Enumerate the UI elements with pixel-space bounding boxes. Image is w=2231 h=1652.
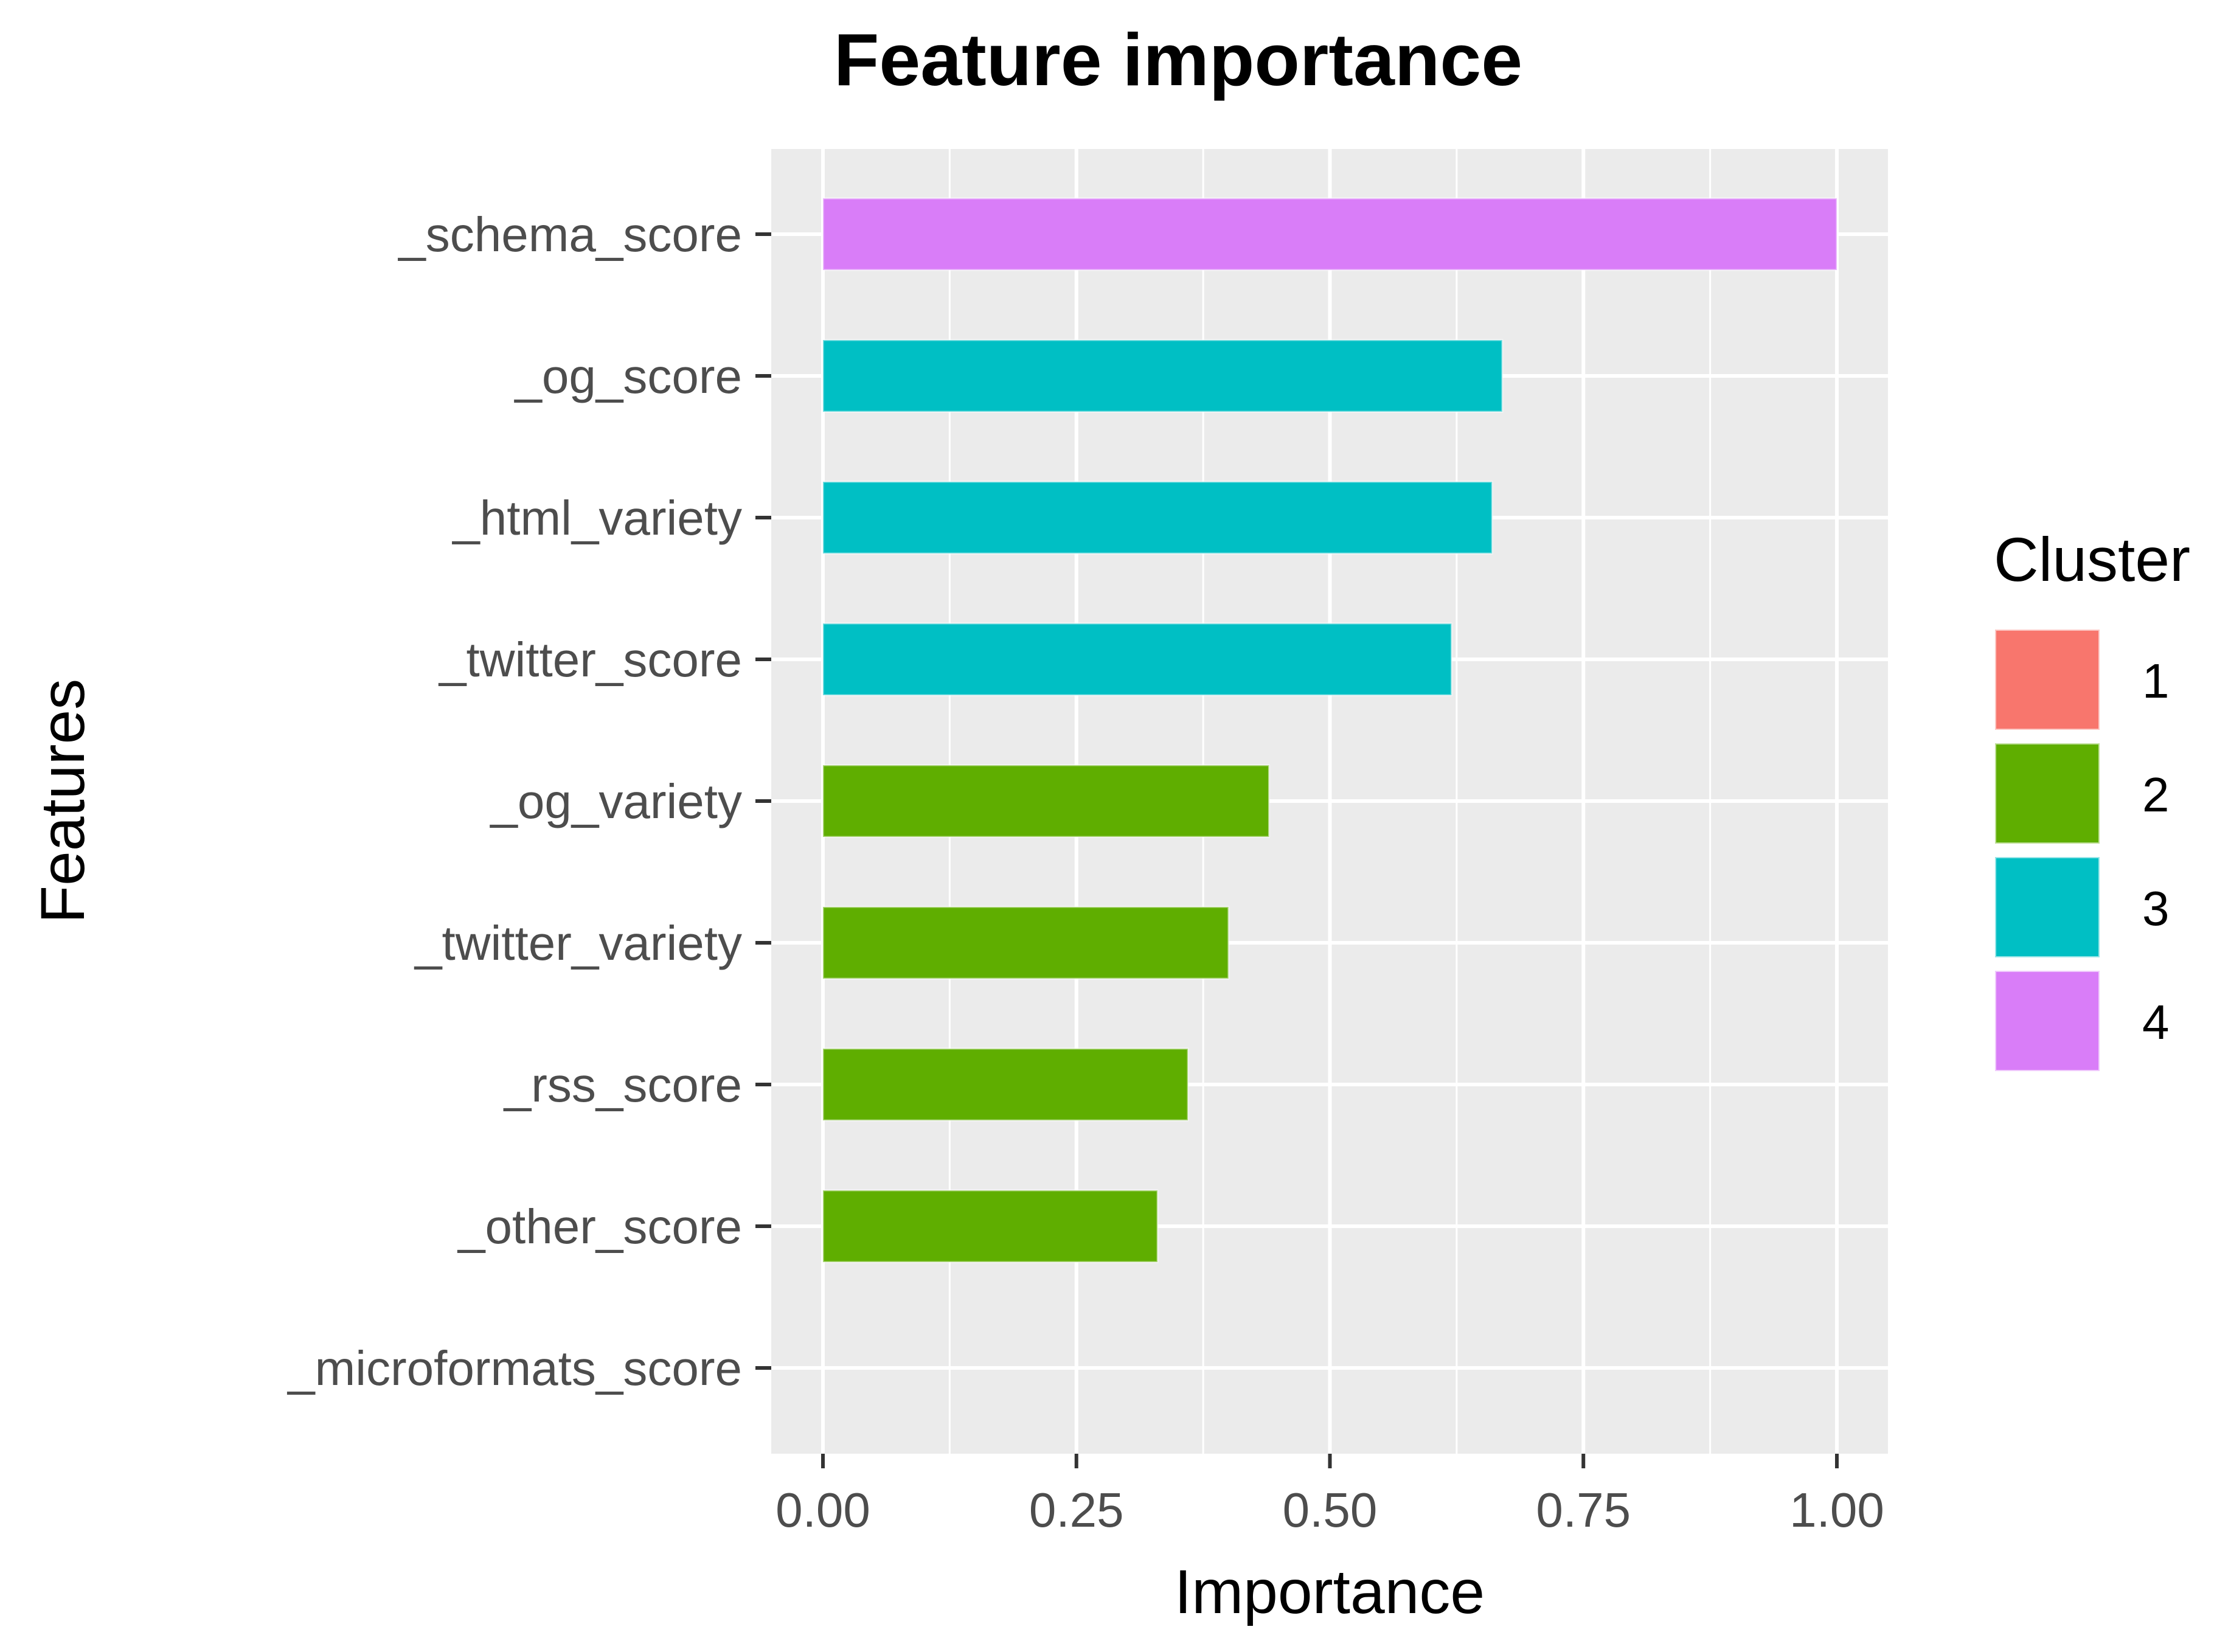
x-tick-label: 0.75 <box>1536 1483 1631 1537</box>
bar-other-score <box>822 1189 1159 1263</box>
x-axis-title: Importance <box>1174 1557 1485 1626</box>
legend-swatch-1 <box>1994 628 2101 731</box>
x-tick-label: 0.00 <box>775 1483 870 1537</box>
y-tick-label: _twitter_variety <box>414 916 742 970</box>
bar-og-score <box>822 339 1504 413</box>
y-tick-label: _html_variety <box>451 491 742 545</box>
bar-og-variety <box>822 764 1270 838</box>
legend-label-1: 1 <box>2142 654 2170 708</box>
legend-swatch-2 <box>1994 742 2101 845</box>
x-axis: 0.00 0.25 0.50 0.75 1.00 <box>775 1454 1884 1537</box>
legend-swatch-4 <box>1994 970 2101 1072</box>
bar-rss-score <box>822 1047 1189 1122</box>
bar-schema-score <box>822 197 1838 271</box>
legend-title: Cluster <box>1994 525 2190 594</box>
y-tick-label: _og_variety <box>489 774 742 828</box>
legend-label-4: 4 <box>2142 995 2170 1049</box>
chart-title: Feature importance <box>834 18 1522 101</box>
x-tick-label: 1.00 <box>1789 1483 1884 1537</box>
legend-label-2: 2 <box>2142 768 2170 822</box>
y-tick-label: _twitter_score <box>438 633 742 687</box>
y-tick-label: _og_score <box>513 349 742 403</box>
bars <box>822 197 1838 1263</box>
legend-label-3: 3 <box>2142 881 2170 935</box>
bar-html-variety <box>822 481 1493 555</box>
y-axis-title: Features <box>28 679 97 924</box>
bar-twitter-variety <box>822 906 1230 980</box>
x-tick-label: 0.25 <box>1029 1483 1124 1537</box>
legend-swatch-3 <box>1994 856 2101 959</box>
y-tick-label: _other_score <box>457 1199 742 1254</box>
legend: Cluster 1 2 3 4 <box>1994 525 2190 1072</box>
bar-twitter-score <box>822 622 1453 696</box>
x-tick-label: 0.50 <box>1283 1483 1378 1537</box>
legend-items: 1 2 3 4 <box>1994 628 2170 1072</box>
y-tick-label: _schema_score <box>397 207 742 262</box>
y-tick-label: _rss_score <box>503 1058 742 1112</box>
y-axis: _schema_score _og_score _html_variety _twit… <box>286 207 771 1395</box>
y-tick-label: _microformats_score <box>286 1341 742 1395</box>
